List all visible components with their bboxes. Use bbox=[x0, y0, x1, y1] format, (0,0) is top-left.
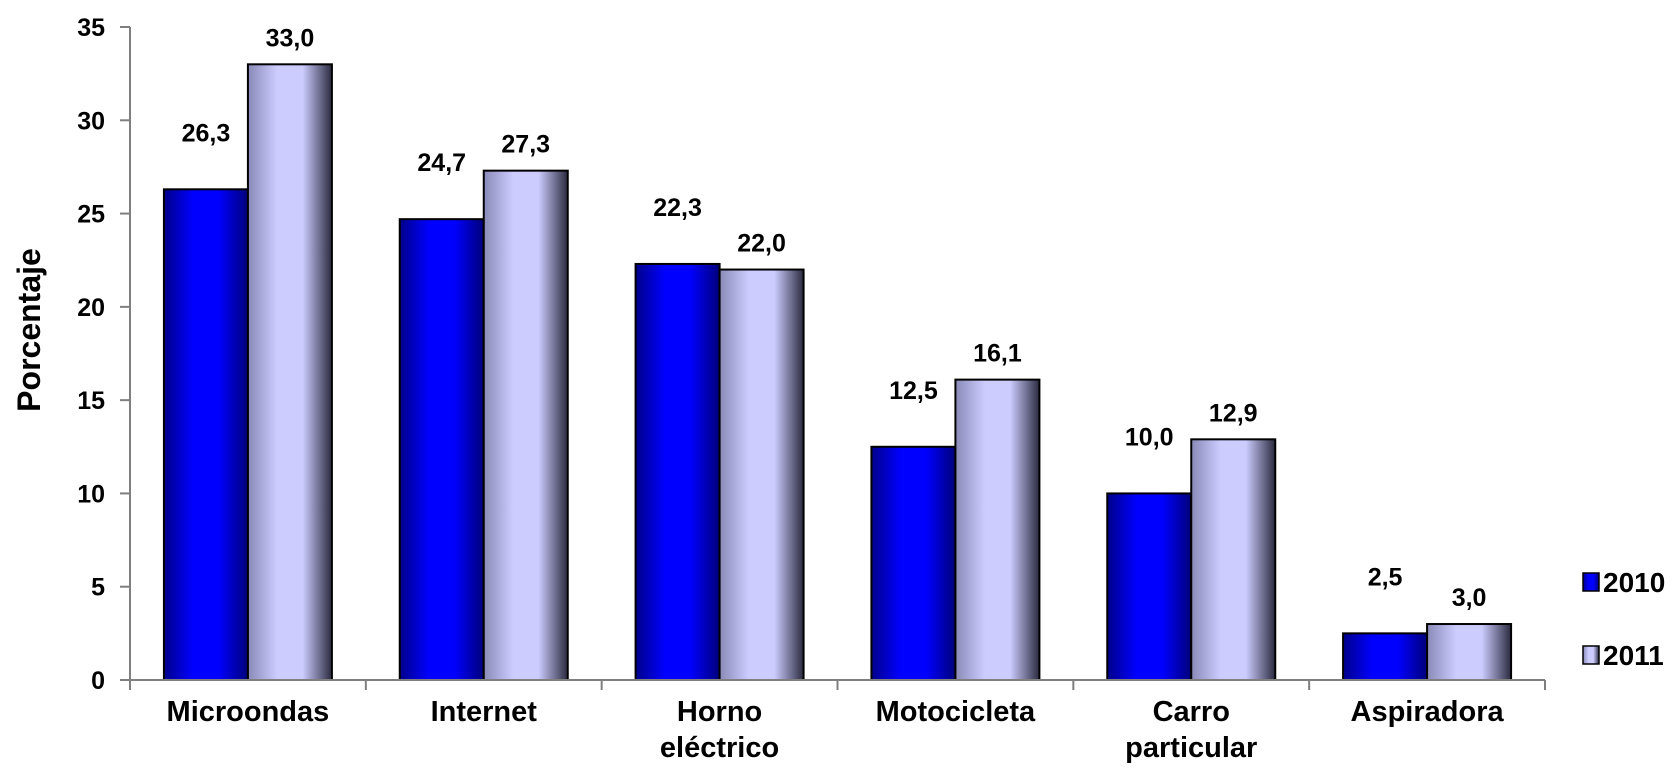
data-label: 2,5 bbox=[1368, 563, 1403, 591]
category-label: Microondas bbox=[167, 696, 330, 728]
data-label: 27,3 bbox=[501, 131, 550, 159]
data-label: 16,1 bbox=[973, 340, 1022, 368]
bars-group bbox=[162, 63, 1513, 682]
y-tick-label: 15 bbox=[77, 387, 105, 415]
legend-label-2011: 2011 bbox=[1603, 640, 1664, 671]
bar-2010 bbox=[1106, 492, 1193, 681]
data-label: 12,5 bbox=[889, 377, 938, 405]
y-axis-ticks: 0 5 10 15 20 25 30 35 bbox=[77, 14, 130, 695]
category-label: Internet bbox=[431, 696, 538, 728]
category-label: Motocicleta bbox=[876, 696, 1036, 728]
legend-label-2010: 2010 bbox=[1603, 567, 1665, 598]
y-tick-label: 0 bbox=[91, 667, 105, 695]
data-label: 24,7 bbox=[417, 149, 466, 177]
data-label: 33,0 bbox=[266, 24, 315, 52]
y-tick-label: 30 bbox=[77, 107, 105, 135]
category-label: eléctrico bbox=[660, 732, 779, 764]
data-label: 3,0 bbox=[1452, 584, 1487, 612]
legend-item-2011: 2011 bbox=[1582, 640, 1664, 671]
bar-2011 bbox=[954, 378, 1041, 681]
y-tick-label: 35 bbox=[77, 14, 105, 42]
bar-2011 bbox=[482, 169, 569, 681]
legend: 2010 2011 bbox=[1582, 567, 1665, 671]
bar-2010 bbox=[1342, 632, 1429, 681]
category-label: Aspiradora bbox=[1351, 696, 1505, 728]
category-label: particular bbox=[1125, 732, 1257, 764]
bar-2011 bbox=[1190, 438, 1277, 681]
data-label: 10,0 bbox=[1125, 423, 1174, 451]
bar-2011 bbox=[246, 63, 333, 682]
category-label: Horno bbox=[677, 696, 762, 728]
bar-2010 bbox=[634, 262, 721, 681]
y-axis-title: Porcentaje bbox=[11, 248, 47, 412]
data-labels-group: 26,3 33,0 24,7 27,3 22,3 22,0 12,5 16,1 10,0 12,9… bbox=[182, 24, 1487, 612]
legend-item-2010: 2010 bbox=[1582, 567, 1665, 598]
bar-2011 bbox=[718, 268, 805, 681]
data-label: 22,3 bbox=[653, 194, 702, 222]
y-tick-label: 25 bbox=[77, 201, 105, 229]
category-labels: Microondas Internet Horno eléctrico Motocicl… bbox=[167, 696, 1505, 764]
y-tick-label: 10 bbox=[77, 480, 105, 508]
data-label: 12,9 bbox=[1209, 399, 1258, 427]
legend-swatch-2011 bbox=[1582, 645, 1600, 665]
category-label: Carro bbox=[1153, 696, 1230, 728]
bar-2011 bbox=[1426, 623, 1513, 681]
y-tick-label: 5 bbox=[91, 574, 105, 602]
bar-2010 bbox=[162, 188, 249, 681]
data-label: 26,3 bbox=[182, 119, 231, 147]
data-label: 22,0 bbox=[737, 230, 786, 258]
legend-swatch-2010 bbox=[1582, 572, 1600, 592]
bar-2010 bbox=[870, 445, 957, 681]
y-tick-label: 20 bbox=[77, 294, 105, 322]
bar-2010 bbox=[398, 218, 485, 681]
x-axis-ticks bbox=[129, 680, 1546, 690]
